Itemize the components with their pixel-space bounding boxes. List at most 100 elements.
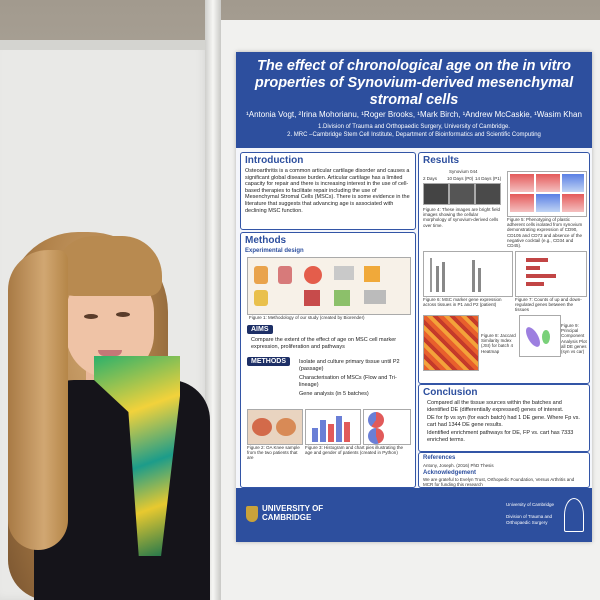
conclusion-heading: Conclusion [423, 387, 478, 398]
poster-title: The effect of chronological age on the i… [254, 58, 574, 108]
chart-bar [442, 262, 445, 292]
figure-3-caption: Figure 3: Histogram and chart pies illus… [305, 445, 404, 456]
cambridge-crest-icon [246, 506, 258, 522]
knee-sample-photo [247, 409, 303, 445]
timeline-title: Synovium 044 [449, 169, 478, 174]
gender-pie-charts [363, 409, 411, 445]
histogram-plot [510, 174, 534, 192]
diagram-step-icon [254, 266, 268, 284]
department-top: University of Cambridge [506, 502, 555, 507]
chart-bar [526, 266, 540, 270]
diagram-step-icon [334, 266, 354, 280]
diagram-step-icon [334, 290, 350, 306]
timeline-label: 10 Days (P0) [447, 176, 474, 181]
flow-cytometry-plots [507, 171, 587, 217]
pie-chart [368, 428, 384, 444]
figure-4-caption: Figure 4: These images are bright field … [423, 207, 500, 228]
poster-authors: ¹Antonia Vogt, ²Irina Mohorianu, ¹Roger … [246, 110, 582, 119]
references-panel: References Antony, Joseph. (2016) PhD Th… [418, 452, 590, 488]
references-text: Antony, Joseph. (2016) PhD Thesis [423, 463, 494, 468]
poster-affiliation-1: 1.Division of Trauma and Orthopaedic Sur… [318, 124, 510, 130]
histogram-bar [328, 424, 334, 442]
pca-plot [519, 315, 561, 357]
histogram-plot [536, 174, 560, 192]
methods-item: Isolate and culture primary tissue until… [299, 359, 400, 372]
histogram-bar [320, 420, 326, 442]
diagram-step-icon [364, 290, 386, 304]
acknowledgement-text: We are grateful to Evelyn Trust, Orthope… [423, 477, 575, 488]
histogram-plot [536, 194, 560, 212]
figure-2-caption: Figure 2: OA Knee sample from the two pa… [247, 445, 300, 461]
brightfield-image [475, 183, 501, 205]
references-heading: References [423, 455, 456, 461]
conclusion-panel: Conclusion Compared all the tissue sourc… [418, 384, 590, 452]
methods-panel: Methods Experimental design Figure 1: Me… [240, 232, 416, 488]
brightfield-image [449, 183, 475, 205]
experimental-design-heading: Experimental design [245, 248, 304, 254]
figure-7-caption: Figure 7: Counts of up and down-regulate… [515, 297, 582, 313]
chart-bar [472, 260, 475, 292]
brightfield-image [423, 183, 449, 205]
results-heading: Results [423, 155, 460, 166]
figure-8-caption: Figure 8: Jaccard Similarity Index (JSI)… [481, 333, 516, 354]
conclusion-item: Identified enrichment pathways for DE, F… [427, 430, 574, 443]
histogram-plot [562, 174, 584, 192]
histogram-bar [336, 416, 342, 442]
timeline-label: 14 Days (P1) [475, 176, 502, 181]
figure-6-caption: Figure 6: MSC marker gene expression acr… [423, 297, 502, 308]
aims-label: AIMS [247, 325, 273, 334]
person-eye [116, 312, 130, 317]
figure-9-caption: Figure 9: Principal Component Analysis P… [561, 323, 587, 355]
pca-cluster [523, 324, 543, 350]
histogram-plot [562, 194, 584, 212]
person-hair-curls [8, 250, 68, 550]
diagram-step-icon [304, 290, 320, 306]
histogram-plot [510, 194, 534, 212]
poster-footer: UNIVERSITY OF CAMBRIDGE University of Ca… [236, 488, 592, 542]
poster-affiliation-2: 2. MRC –Cambridge Stem Cell Institute, D… [287, 132, 541, 138]
person-hair-top [54, 236, 162, 296]
results-panel: Results Synovium 044 2 Days 10 Days (P0)… [418, 152, 590, 384]
methods-item: Characterisation of MSCs (Flow and Tri-l… [299, 375, 397, 388]
conclusion-item: DE for fp vs syn (for each batch) had 1 … [427, 415, 580, 428]
gene-expression-chart [423, 251, 513, 297]
chart-axis [430, 258, 432, 292]
diagram-step-icon [304, 266, 322, 284]
histogram-bar [344, 422, 350, 442]
introduction-text: Osteoarthritis is a common articular car… [245, 168, 410, 214]
introduction-panel: Introduction Osteoarthritis is a common … [240, 152, 416, 230]
display-board-frame [0, 40, 210, 50]
chart-bar [526, 258, 548, 262]
pie-chart [368, 412, 384, 428]
department-bottom: Division of Trauma and Orthopaedic Surge… [506, 514, 553, 525]
updown-genes-chart [515, 251, 587, 297]
sample-dish [276, 418, 296, 436]
tree-logo-icon [564, 498, 584, 532]
methods-heading: Methods [245, 235, 287, 246]
diagram-step-icon [254, 290, 268, 306]
chart-bar [478, 268, 481, 292]
figure-5-caption: Figure 5: Phenotyping of plastic adheren… [507, 217, 583, 249]
acknowledgement-heading: Acknowledgement [423, 470, 477, 476]
chart-bar [526, 274, 556, 278]
pca-cluster [542, 330, 550, 344]
university-name: UNIVERSITY OF CAMBRIDGE [262, 504, 324, 522]
introduction-heading: Introduction [245, 155, 304, 166]
conclusion-item: Compared all the tissue sources within t… [427, 400, 564, 413]
person-eye [84, 314, 98, 319]
diagram-step-icon [364, 266, 380, 282]
sample-dish [252, 418, 272, 436]
jaccard-heatmap [423, 315, 479, 371]
aims-text: Compare the extent of the effect of age … [251, 337, 397, 350]
histogram-bar [312, 428, 318, 442]
timeline-label: 2 Days [423, 176, 438, 181]
methods-item: Gene analysis (in 5 batches) [299, 391, 369, 397]
diagram-step-icon [278, 266, 292, 284]
methods-label: METHODS [247, 357, 290, 366]
age-histogram [305, 409, 361, 445]
figure-1-caption: Figure 1: Methodology of our study (crea… [249, 315, 365, 320]
poster-header: The effect of chronological age on the i… [236, 52, 592, 148]
research-poster: The effect of chronological age on the i… [236, 52, 592, 542]
methodology-diagram [247, 257, 411, 315]
chart-bar [526, 282, 544, 286]
